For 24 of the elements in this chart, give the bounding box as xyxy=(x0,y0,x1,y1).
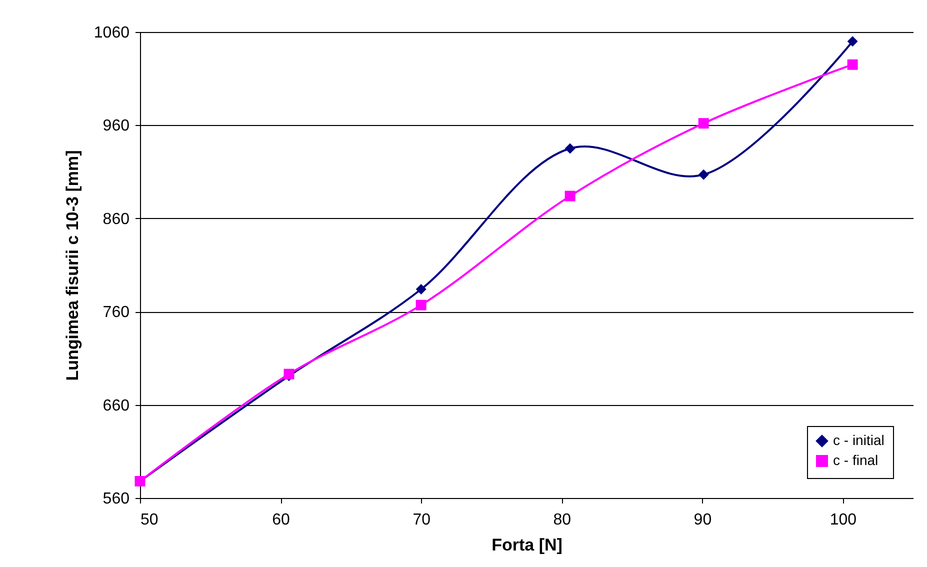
legend-label: c - initial xyxy=(833,432,884,448)
y-tick-label: 960 xyxy=(102,118,130,135)
y-tick-label: 560 xyxy=(102,490,130,508)
x-axis-title: Forta [N] xyxy=(492,536,562,554)
point xyxy=(416,284,426,294)
x-tick-label: 90 xyxy=(694,512,712,528)
x-tick-label: 70 xyxy=(412,512,431,528)
y-tick-label: 660 xyxy=(102,397,130,414)
point xyxy=(698,118,709,129)
y-axis-title: Lungimea fisurii c 10-3 [mm] xyxy=(62,150,82,381)
point xyxy=(564,190,576,202)
y-tick-label: 760 xyxy=(102,304,130,322)
point xyxy=(564,143,576,154)
x-tick-label: 100 xyxy=(830,512,857,528)
x-tick-label: 50 xyxy=(140,512,158,528)
legend-label: c - final xyxy=(833,452,878,468)
y-tick-label: 1060 xyxy=(94,24,130,42)
x-tick-label: 80 xyxy=(553,512,572,528)
point xyxy=(847,59,858,70)
x-tick-label: 60 xyxy=(272,512,290,528)
y-tick-label: 860 xyxy=(102,210,130,228)
point xyxy=(698,169,709,180)
point xyxy=(847,36,858,47)
point xyxy=(416,300,426,310)
